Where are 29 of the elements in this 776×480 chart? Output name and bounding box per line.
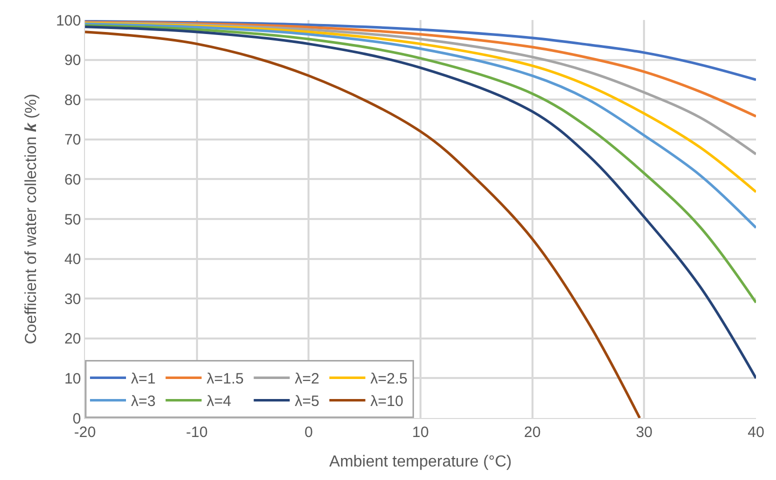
legend-label: λ=2 [294,370,320,388]
line-series [85,30,641,418]
y-tick-label: 30 [64,290,81,308]
y-tick-label: 10 [64,370,81,388]
y-tick-label: 40 [64,251,81,268]
y-tick-label: 70 [64,132,81,149]
x-tick-label: -10 [186,424,208,441]
line-series [85,22,756,230]
y-tick-label: 80 [64,92,81,109]
x-tick-label: 40 [748,424,764,441]
y-tick-label: 90 [64,52,81,70]
legend-label: λ=1.5 [206,370,244,388]
x-tick-label: 20 [524,424,541,441]
y-tick-label: 50 [64,211,81,228]
y-tick-label: 60 [64,171,81,188]
legend-label: λ=5 [294,393,320,410]
y-tick-label: 20 [64,330,81,348]
x-tick-label: 30 [636,424,653,441]
line-series [85,24,756,304]
y-tick-label: 100 [56,12,81,30]
legend-label: λ=3 [131,393,156,410]
legend-label: λ=10 [370,393,404,410]
y-axis-title: Coefficient of water collection k (%) [22,94,40,344]
legend-label: λ=2.5 [370,370,408,388]
legend-label: λ=1 [131,370,156,388]
x-axis-title: Ambient temperature (°C) [329,454,512,471]
legend-label: λ=4 [206,393,232,410]
x-tick-label: 10 [412,424,429,441]
x-tick-label: 0 [304,424,313,441]
